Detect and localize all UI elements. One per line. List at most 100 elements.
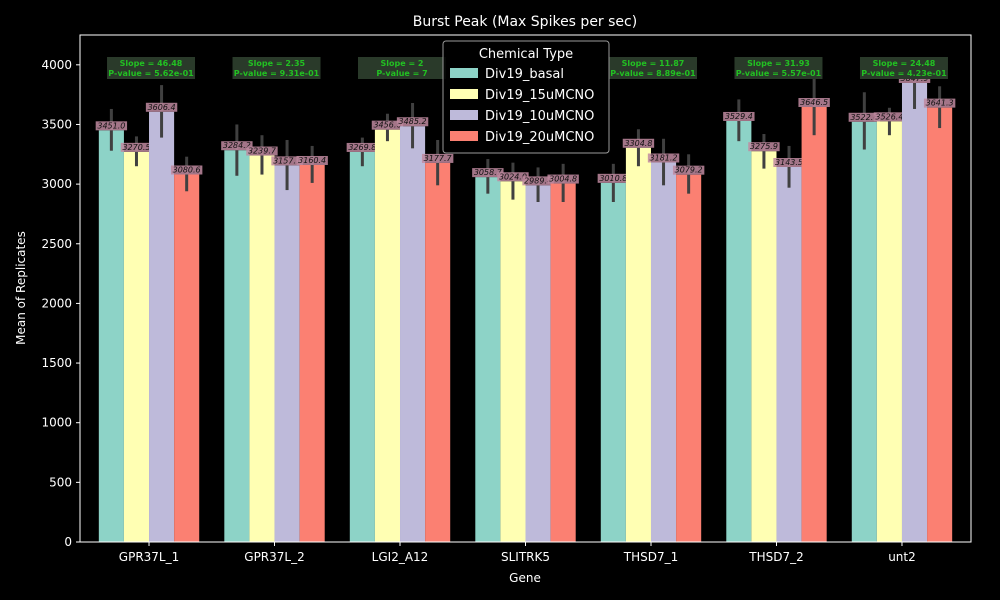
bar xyxy=(726,120,752,542)
bar xyxy=(676,174,702,542)
data-label-background xyxy=(672,165,705,175)
stat-annotation-box xyxy=(859,57,948,79)
data-label-background xyxy=(472,168,504,178)
data-label: 3485.2 xyxy=(399,117,427,126)
data-label: 3058.7 xyxy=(474,168,503,177)
y-tick-label: 500 xyxy=(49,475,72,489)
bar xyxy=(149,111,175,542)
data-label-background xyxy=(723,111,755,121)
bar xyxy=(901,82,928,542)
y-tick-label: 0 xyxy=(64,535,72,549)
stat-slope: Slope = 24.48 xyxy=(873,59,936,68)
data-label: 3529.4 xyxy=(725,112,753,121)
data-label: 3641.3 xyxy=(926,99,954,108)
legend-swatch xyxy=(450,89,478,99)
y-tick-label: 1000 xyxy=(41,416,72,430)
data-label-background xyxy=(120,142,153,152)
data-label: 3451.0 xyxy=(97,121,125,130)
data-label: 3160.4 xyxy=(298,156,326,165)
stat-pvalue: P-value = 9.31e-01 xyxy=(234,69,320,78)
data-label: 3079.2 xyxy=(675,166,703,175)
stat-annotation-box xyxy=(358,57,447,79)
data-label: 3004.8 xyxy=(549,175,577,184)
stat-slope: Slope = 2 xyxy=(381,59,424,68)
data-label-background xyxy=(221,141,253,151)
stat-annotation-box xyxy=(608,57,697,79)
stat-pvalue: P-value = 8.89e-01 xyxy=(610,69,696,78)
bar xyxy=(876,121,902,542)
stat-pvalue: P-value = 4.23e-01 xyxy=(861,69,947,78)
data-label-background xyxy=(647,153,680,163)
data-label-background xyxy=(296,155,328,165)
bar xyxy=(98,130,124,543)
data-label-background xyxy=(145,102,178,112)
y-tick-label: 3000 xyxy=(41,177,72,191)
x-tick-label: GPR37L_1 xyxy=(119,550,179,564)
data-label: 3456.6 xyxy=(373,121,401,130)
stat-slope: Slope = 46.48 xyxy=(120,59,183,68)
data-label: 3284.2 xyxy=(223,141,251,150)
stat-annotation-box xyxy=(232,57,321,79)
bar xyxy=(500,181,526,543)
data-label: 3522.6 xyxy=(850,113,878,122)
data-label-background xyxy=(622,138,655,148)
data-label-background xyxy=(170,165,203,175)
bar xyxy=(475,177,501,542)
y-tick-label: 1500 xyxy=(41,356,72,370)
data-label-background xyxy=(497,172,529,182)
data-label: 3606.4 xyxy=(148,103,176,112)
data-label: 3526.4 xyxy=(875,112,903,121)
data-label: 3010.8 xyxy=(599,174,627,183)
legend-swatch xyxy=(450,110,478,120)
legend-entry: Div19_10uMCNO xyxy=(485,109,594,124)
legend-entry: Div19_basal xyxy=(485,67,564,82)
data-label-background xyxy=(246,146,278,156)
legend-title: Chemical Type xyxy=(479,47,573,62)
data-label: 3239.7 xyxy=(248,147,277,156)
legend: Chemical Type Div19_basal Div19_15uMCNO Div… xyxy=(442,40,610,154)
data-label-background xyxy=(396,117,429,127)
data-label: 3080.6 xyxy=(173,166,201,175)
bar xyxy=(224,150,250,542)
stat-annotation-box xyxy=(734,57,823,79)
data-label: 3304.8 xyxy=(624,139,652,148)
legend-swatch xyxy=(450,68,478,78)
y-axis-label: Mean of Replicates xyxy=(14,231,28,345)
data-label: 3024.0 xyxy=(499,172,527,181)
data-label-background xyxy=(346,142,379,152)
y-tick-label: 3500 xyxy=(41,117,72,131)
data-label-background xyxy=(748,142,780,152)
bar xyxy=(751,151,777,542)
bar xyxy=(123,151,150,543)
stat-pvalue: P-value = 5.57e-01 xyxy=(736,69,822,78)
stat-slope: Slope = 11.87 xyxy=(622,59,685,68)
legend-box xyxy=(442,40,610,154)
legend-entry: Div19_15uMCNO xyxy=(485,88,594,103)
x-tick-label: LGI2_A12 xyxy=(372,550,429,564)
data-label-background xyxy=(95,121,128,131)
data-label-background xyxy=(547,174,579,184)
bar xyxy=(776,166,802,542)
bar xyxy=(801,106,827,542)
data-label-background xyxy=(873,112,906,122)
legend-entry: Div19_20uMCNO xyxy=(485,130,594,145)
data-label-background xyxy=(522,176,554,186)
y-tick-label: 4000 xyxy=(41,58,72,72)
stat-pvalue: P-value = 7 xyxy=(376,69,427,78)
data-label: 3275.9 xyxy=(750,142,778,151)
data-label-background xyxy=(597,173,630,183)
bar xyxy=(299,164,325,543)
chart-title: Burst Peak (Max Spikes per sec) xyxy=(413,14,637,30)
stat-slope: Slope = 31.93 xyxy=(747,59,810,68)
bar xyxy=(349,151,375,542)
bar xyxy=(600,182,626,542)
y-tick-label: 2000 xyxy=(41,296,72,310)
x-tick-label: unt2 xyxy=(888,550,916,564)
y-tick-label: 2500 xyxy=(41,237,72,251)
data-label: 2989.4 xyxy=(524,176,552,185)
x-tick-label: THSD7_1 xyxy=(623,550,678,564)
bar xyxy=(625,147,651,542)
bar xyxy=(650,162,677,542)
data-label-background xyxy=(848,112,881,122)
